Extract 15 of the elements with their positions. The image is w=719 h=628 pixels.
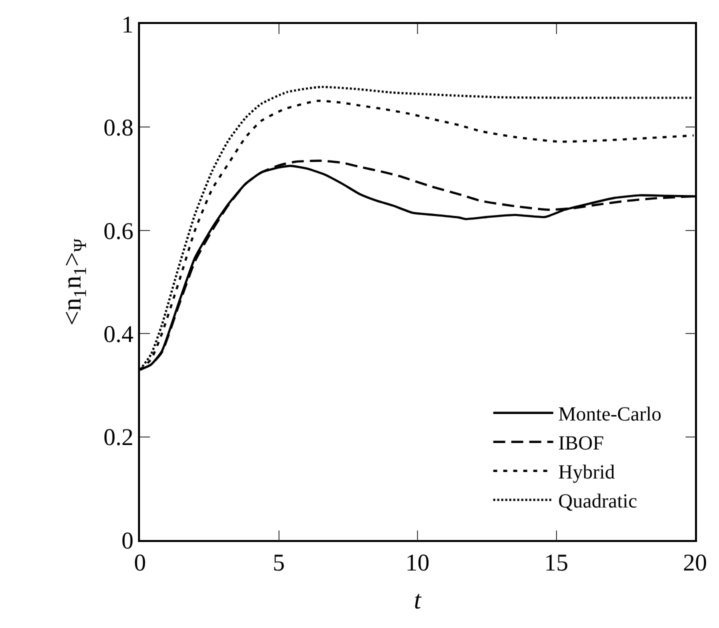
y-tick-label: 0 bbox=[121, 528, 134, 554]
legend-label: IBOF bbox=[558, 432, 604, 455]
x-tick-label: 10 bbox=[406, 550, 430, 577]
legend-label: Hybrid bbox=[558, 462, 615, 484]
legend-label: Quadratic bbox=[558, 490, 638, 513]
x-axis-title: t bbox=[414, 586, 422, 615]
legend-label: Monte-Carlo bbox=[558, 404, 662, 426]
x-tick-label: 15 bbox=[544, 550, 568, 577]
x-tick-label: 5 bbox=[272, 550, 285, 577]
y-tick-label: 1 bbox=[121, 12, 134, 38]
x-tick-label: 20 bbox=[683, 550, 707, 577]
y-tick-label: 0.8 bbox=[103, 116, 134, 142]
y-tick-label: 0.4 bbox=[103, 322, 134, 348]
y-tick-label: 0.6 bbox=[103, 218, 134, 245]
y-tick-label: 0.2 bbox=[103, 425, 134, 452]
